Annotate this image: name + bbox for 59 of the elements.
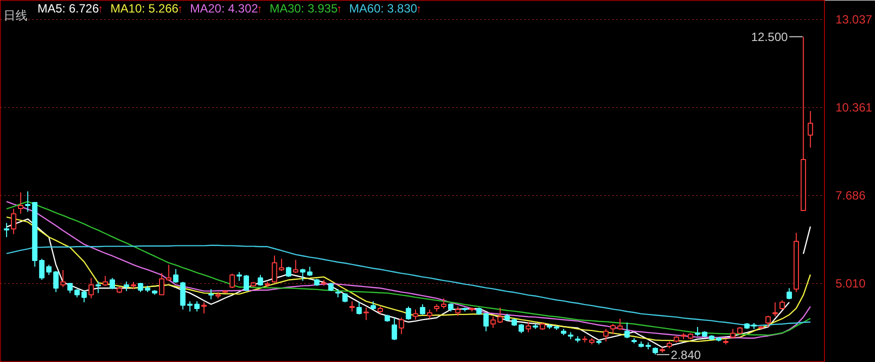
candlestick (426, 309, 432, 320)
candlestick (124, 281, 130, 292)
candlestick (244, 274, 249, 292)
candlestick (10, 208, 16, 235)
candlestick (412, 309, 418, 320)
y-tick-label: 13.037 (836, 12, 873, 27)
candlestick (624, 322, 630, 339)
candlestick (18, 192, 24, 214)
annotation: 12.500 (751, 30, 788, 44)
candlestick (780, 300, 785, 310)
candlestick (603, 328, 609, 342)
candlestick (272, 255, 278, 284)
annotation: 2.840 (670, 348, 702, 362)
candlestick (292, 259, 298, 274)
candlestick (610, 323, 616, 335)
candlestick (349, 300, 355, 312)
candlestick (420, 304, 426, 316)
candlestick (406, 306, 412, 320)
candlestick (96, 281, 101, 294)
candlestick (808, 110, 814, 148)
candlestick (483, 312, 489, 332)
candlestick (765, 315, 771, 328)
y-tick-label: 5.010 (836, 276, 866, 291)
candlestick (258, 274, 264, 286)
candlestick (278, 258, 284, 272)
candlestick (392, 317, 398, 341)
candlestick (617, 318, 623, 330)
text: MA10: 5.266↑ (110, 2, 183, 16)
candlestick (4, 222, 10, 238)
candlestick (300, 268, 306, 282)
candlestick (363, 307, 369, 321)
candlestick (398, 317, 404, 335)
text: 日线 (4, 8, 28, 22)
text: MA30: 3.935↑ (270, 2, 342, 16)
candlestick (786, 288, 792, 300)
candlestick (194, 300, 200, 312)
candlestick (356, 302, 362, 315)
candlestick (88, 277, 94, 299)
y-tick-label: 7.686 (836, 188, 866, 203)
candlestick (208, 288, 214, 300)
candlestick (60, 270, 66, 288)
candlestick (441, 298, 446, 310)
candlestick (286, 266, 292, 278)
candlestick (110, 277, 116, 290)
candlestick (772, 302, 778, 317)
candlestick (342, 292, 348, 303)
candlestick (201, 302, 207, 314)
candlestick (102, 275, 108, 286)
candlestick (307, 266, 312, 276)
candlestick (230, 273, 235, 289)
candlestick (173, 268, 178, 284)
y-tick-label: 10.361 (836, 100, 873, 115)
text: MA5: 6.726↑ (38, 2, 104, 16)
candlestick (526, 322, 532, 333)
text: MA60: 3.830↑ (349, 2, 422, 16)
line-series (6, 244, 811, 327)
candlestick (455, 306, 461, 316)
text: MA20: 4.302↑ (190, 2, 262, 16)
candlestick (518, 323, 524, 334)
